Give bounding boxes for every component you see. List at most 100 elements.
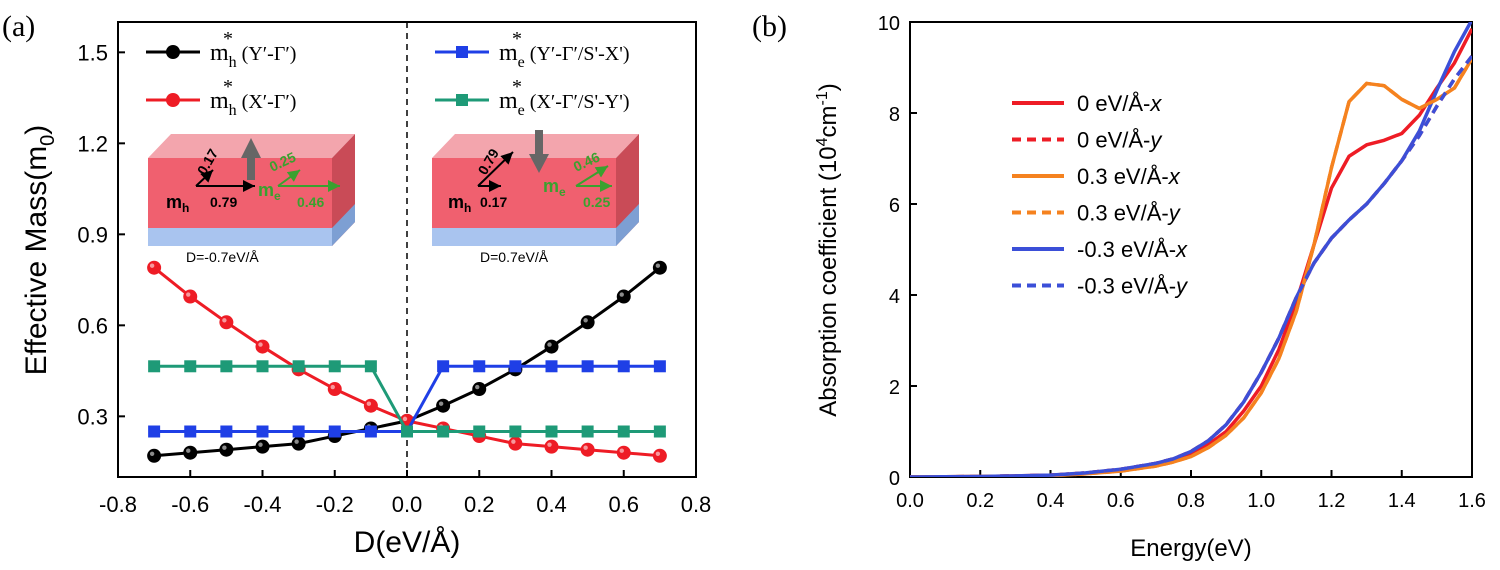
svg-text:mh: mh — [448, 192, 471, 215]
inset-slab-negative-field: 0.17 0.79 mh 0.25 0.46 me D=-0.7eV/Å — [148, 134, 355, 265]
a-ytick-label: 0.3 — [77, 404, 108, 429]
data-point-highlight — [655, 451, 661, 456]
panel-b-label: (b) — [752, 10, 787, 43]
data-point — [437, 360, 450, 373]
svg-text:me (X′-Γ′/S'-Y'): me (X′-Γ′/S'-Y') — [499, 88, 630, 119]
field-arrow-down — [529, 130, 549, 173]
data-point — [545, 360, 558, 373]
data-point — [437, 425, 450, 438]
data-point — [327, 382, 342, 397]
data-point-highlight — [258, 342, 263, 347]
panel-b-ylabel: Absorption coefficient (104cm-1) — [814, 83, 842, 417]
b-series-group — [910, 22, 1472, 477]
data-point — [328, 360, 341, 373]
b-xtick-label: 1.0 — [1247, 490, 1275, 512]
svg-text:*: * — [512, 76, 522, 98]
data-point — [508, 436, 523, 451]
data-point-highlight — [547, 342, 552, 347]
series-line-1 — [910, 55, 1472, 477]
data-point — [255, 439, 270, 454]
data-point-highlight — [222, 318, 227, 323]
legend-item-b-2: 0.3 eV/Å-x — [1012, 164, 1181, 189]
svg-text:*: * — [512, 28, 522, 50]
svg-text:me (Y′-Γ′/S'-X'): me (Y′-Γ′/S'-X') — [499, 40, 630, 71]
legend-label: -0.3 eV/Å-x — [1077, 237, 1188, 262]
a-xtick-label: 0.8 — [681, 492, 712, 517]
panel-b-plot: 0.0 0.2 0.4 0.6 0.8 1.0 1.2 1.4 1.6 0 2 4 6 8 10 — [878, 13, 1486, 512]
data-point — [617, 425, 630, 438]
data-point — [184, 425, 197, 438]
a-ytick-label: 0.9 — [77, 222, 108, 247]
data-point-highlight — [475, 384, 480, 390]
a-ytick-label: 1.2 — [77, 131, 108, 156]
data-point — [617, 360, 630, 373]
b-xtick-label: 1.6 — [1458, 490, 1486, 512]
legend-item-b-0: 0 eV/Å-x — [1012, 91, 1162, 116]
data-point — [364, 360, 377, 373]
a-xtick-label: 0.2 — [464, 492, 495, 517]
b-xtick-label: 0.0 — [896, 490, 924, 512]
inset-slab-positive-field: 0.79 0.17 mh 0.46 0.25 me D=0.7eV/Å — [432, 130, 639, 265]
panel-a-plot: -0.8 -0.6 -0.4 -0.2 0.0 0.2 0.4 0.6 0.8 0.3 0.6 0.9… — [77, 21, 712, 517]
a-xtick-label: -0.4 — [244, 492, 282, 517]
svg-text:*: * — [223, 28, 233, 50]
svg-text:me: me — [258, 180, 281, 203]
legend-item-b-3: 0.3 eV/Å-y — [1012, 201, 1182, 226]
svg-text:D=-0.7eV/Å: D=-0.7eV/Å — [186, 249, 259, 265]
legend-label: 0 eV/Å-y — [1077, 128, 1163, 153]
data-point — [581, 360, 594, 373]
data-point-highlight — [583, 445, 588, 450]
data-point — [473, 360, 486, 373]
data-point — [472, 382, 487, 397]
a-ytick-label: 0.6 — [77, 313, 108, 338]
data-point — [184, 360, 197, 373]
svg-text:mh (Y′-Γ′): mh (Y′-Γ′) — [210, 40, 296, 71]
legend-item-b-1: 0 eV/Å-y — [1012, 128, 1163, 153]
field-arrow-up — [241, 138, 261, 180]
b-ytick-label: 2 — [889, 377, 900, 399]
a-series-group — [147, 260, 667, 463]
data-point-highlight — [258, 442, 263, 447]
svg-text:mh: mh — [166, 192, 189, 215]
data-point — [256, 425, 269, 438]
b-ytick-label: 4 — [889, 286, 900, 308]
panel-a-xlabel: D(eV/Å) — [354, 526, 461, 559]
legend-label: -0.3 eV/Å-y — [1077, 274, 1189, 299]
a-xtick-label: -0.2 — [316, 492, 354, 517]
data-point — [580, 315, 595, 330]
data-point — [653, 360, 666, 373]
panel-a: (a) -0.8 -0.6 -0.4 -0.2 0.0 0.2 0.4 0.6 0.8 0.3 0.… — [2, 10, 711, 559]
data-point — [616, 289, 631, 304]
data-point — [256, 360, 269, 373]
a-xtick-label: -0.6 — [171, 492, 209, 517]
legend-item-mh-yg: mh (Y′-Γ′) * — [146, 28, 296, 71]
series-line-5 — [910, 55, 1472, 477]
panel-a-ylabel: Effective Mass(m0) — [20, 125, 59, 376]
panel-b-xlabel: Energy(eV) — [1130, 535, 1251, 562]
a-xtick-label: 0.0 — [392, 492, 423, 517]
data-point-highlight — [583, 318, 588, 323]
b-xtick-label: 0.2 — [966, 490, 994, 512]
data-point-highlight — [330, 384, 335, 390]
b-xtick-label: 1.4 — [1388, 490, 1416, 512]
b-xtick-label: 0.8 — [1177, 490, 1205, 512]
data-point-highlight — [655, 263, 661, 268]
data-point-highlight — [547, 442, 552, 447]
data-point — [147, 448, 162, 463]
data-point — [401, 425, 413, 438]
data-point — [473, 425, 486, 438]
data-point — [509, 360, 522, 373]
a-ytick-label: 1.5 — [77, 40, 108, 65]
data-point — [183, 289, 198, 304]
legend-item-b-5: -0.3 eV/Å-y — [1012, 274, 1189, 299]
panel-b: (b) 0.0 0.2 0.4 0.6 0.8 1.0 1.2 1.4 1.6 0 2 4 6 8 10 A… — [752, 10, 1486, 562]
b-ytick-label: 0 — [889, 468, 900, 490]
b-ytick-label: 10 — [878, 13, 900, 35]
data-point — [292, 360, 305, 373]
legend-item-me-yg: me (Y′-Γ′/S'-X') * — [435, 28, 630, 71]
data-point — [292, 425, 305, 438]
svg-text:*: * — [223, 76, 233, 98]
svg-text:me: me — [543, 176, 566, 199]
b-ytick-label: 8 — [889, 104, 900, 126]
a-xtick-label: -0.8 — [99, 492, 137, 517]
